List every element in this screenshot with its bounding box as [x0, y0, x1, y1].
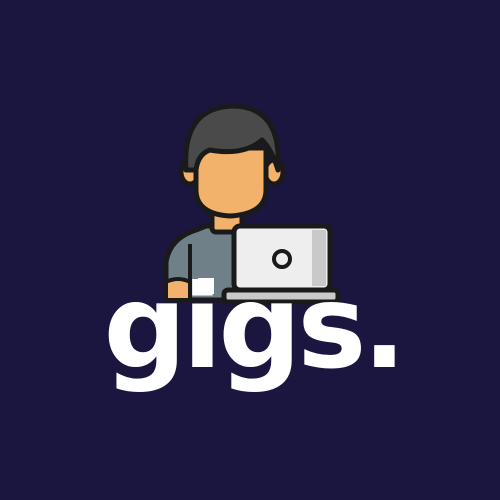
face-shape: [193, 145, 269, 219]
brand-wordmark: gigs.: [103, 260, 407, 395]
laptop-base-shape: [221, 287, 341, 305]
laptop-logo-shape: [272, 249, 292, 269]
hair-shape: [183, 103, 281, 173]
